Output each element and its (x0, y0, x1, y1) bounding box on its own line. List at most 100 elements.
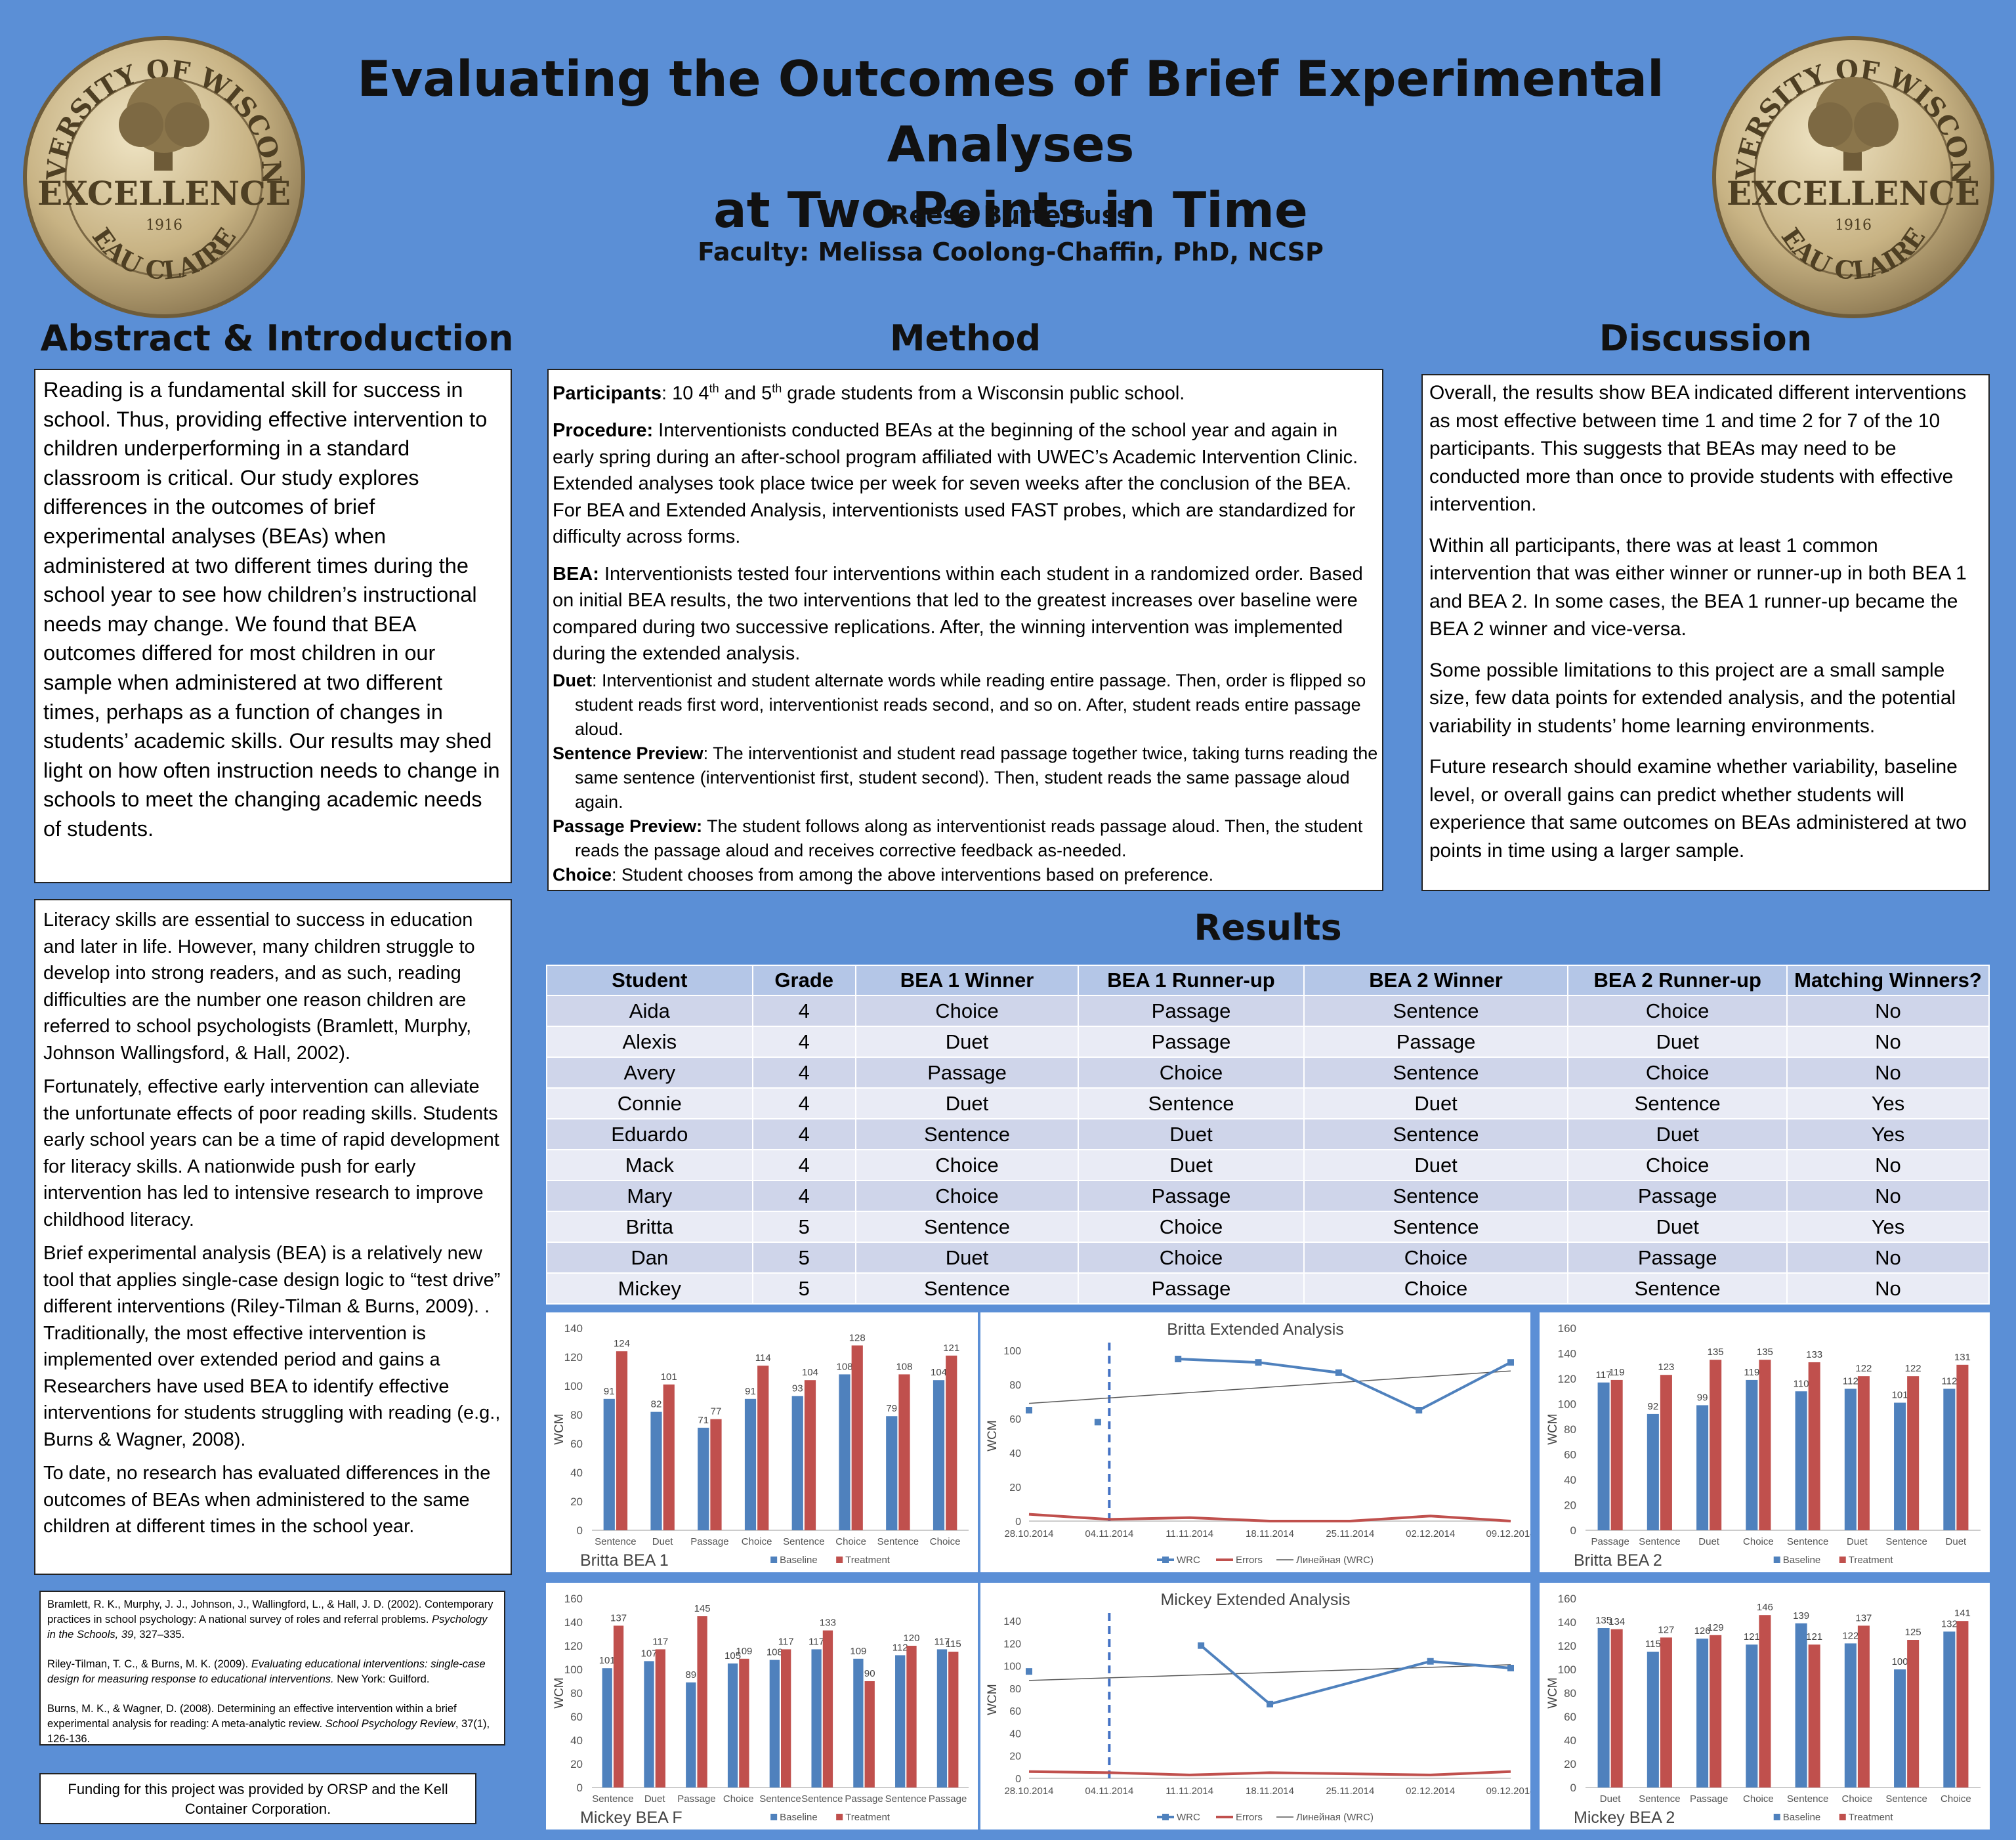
table-cell: Eduardo (546, 1118, 753, 1150)
data-label: 135 (1757, 1347, 1773, 1358)
y-tick-label: 0 (577, 1524, 583, 1537)
choice-description: Choice: Student chooses from among the a… (553, 864, 1214, 885)
y-tick-label: 0 (1015, 1516, 1021, 1528)
data-label: 92 (1648, 1401, 1659, 1412)
table-cell: Choice (1567, 1056, 1788, 1089)
y-tick-label: 40 (570, 1467, 583, 1479)
table-cell: Mickey (546, 1272, 753, 1305)
table-cell: Duet (854, 1087, 1080, 1119)
chart-svg: 0 20 40 60 80 100 120 140 WCM 91 124 Sentence 82 101 D… (553, 1322, 969, 1570)
funding-text: Funding for this project was provided by… (68, 1781, 448, 1817)
trend-line (1028, 1664, 1511, 1681)
x-tick-label: Sentence (885, 1793, 927, 1805)
y-tick-label: 60 (570, 1438, 583, 1450)
errors-line (1028, 1770, 1511, 1776)
table-cell: Sentence (1303, 1180, 1569, 1212)
baseline-bar (791, 1396, 803, 1530)
treatment-bar (1660, 1375, 1672, 1530)
baseline-bar (769, 1660, 780, 1788)
author-block: Reese Butterfuss Faculty: Melissa Coolon… (289, 197, 1732, 270)
y-tick-label: 40 (1564, 1734, 1576, 1747)
treatment-bar (946, 1355, 957, 1530)
table-row: Mickey 5 Sentence Passage Choice Sentence No (546, 1272, 1990, 1305)
trend-line (1028, 1370, 1511, 1404)
x-tick-label: Choice (1941, 1793, 1971, 1805)
treatment-bar (1808, 1362, 1820, 1530)
data-label: 122 (1855, 1363, 1872, 1374)
baseline-bar (811, 1649, 822, 1788)
treatment-bar (697, 1616, 707, 1788)
reference-item: Riley-Tilman, T. C., & Burns, M. K. (200… (47, 1658, 486, 1685)
duet-description: Duet: Interventionist and student altern… (553, 670, 1366, 739)
x-tick-label: Choice (930, 1536, 961, 1547)
britta-extended-chart: Britta Extended Analysis 0 20 40 60 80 100 WCM 2… (980, 1312, 1530, 1572)
x-tick-label: 18.11.2014 (1246, 1786, 1294, 1797)
baseline-bar (744, 1398, 757, 1530)
data-label: 79 (886, 1403, 897, 1414)
y-tick-label: 20 (1564, 1758, 1576, 1770)
x-tick-label: 25.11.2014 (1326, 1786, 1374, 1797)
y-tick-label: 20 (1009, 1751, 1021, 1763)
treatment-bar (757, 1366, 769, 1530)
university-seal-left: UNIVERSITY OF WISCONSIN EAU CLAIRE EXCEL… (20, 33, 305, 318)
table-cell: Duet (1078, 1118, 1305, 1150)
baseline-bar (1696, 1405, 1709, 1530)
wrc-point (1175, 1356, 1182, 1362)
legend-label: Baseline (1783, 1812, 1821, 1823)
y-tick-label: 60 (1564, 1711, 1576, 1723)
discussion-paragraph: Some possible limitations to this projec… (1429, 659, 1956, 737)
data-label: 93 (792, 1383, 803, 1394)
x-tick-label: Passage (690, 1536, 728, 1547)
treatment-bar (1808, 1644, 1820, 1788)
legend-swatch (770, 1557, 778, 1563)
y-axis-label: WCM (553, 1677, 566, 1708)
wrc-point (1267, 1700, 1273, 1707)
data-label: 91 (604, 1386, 615, 1397)
britta-bea1-chart: 0 20 40 60 80 100 120 140 WCM 91 124 Sentence 82 101 D… (546, 1312, 978, 1572)
y-tick-label: 0 (1570, 1524, 1576, 1537)
faculty-name: Faculty: Melissa Coolong-Chaffin, PhD, N… (698, 238, 1324, 266)
data-label: 104 (931, 1367, 947, 1378)
errors-line (1028, 1513, 1511, 1522)
data-label: 133 (820, 1618, 836, 1629)
table-cell: Duet (854, 1026, 1080, 1058)
x-tick-label: 11.11.2014 (1166, 1528, 1213, 1539)
baseline-bar (1746, 1379, 1758, 1530)
x-tick-label: 02.12.2014 (1406, 1786, 1455, 1797)
x-tick-label: 25.11.2014 (1326, 1528, 1374, 1539)
treatment-bar (1857, 1376, 1870, 1530)
y-axis-label: WCM (986, 1420, 999, 1451)
y-tick-label: 40 (1009, 1448, 1021, 1459)
x-tick-label: Sentence (1787, 1536, 1828, 1547)
table-row: Mack 4 Choice Duet Duet Choice No (546, 1149, 1990, 1181)
data-label: 101 (599, 1655, 616, 1666)
data-label: 120 (903, 1633, 919, 1644)
passage-preview-description: Passage Preview: The student follows alo… (553, 816, 1363, 860)
baseline-bar (1894, 1402, 1906, 1530)
data-label: 110 (1794, 1378, 1809, 1389)
data-label: 141 (1954, 1608, 1971, 1619)
wrc-point (1416, 1407, 1423, 1413)
britta-bea2-chart: 0 20 40 60 80 100 120 140 160 WCM 117 119 Passage 92 1… (1540, 1312, 1990, 1572)
data-label: 101 (1892, 1390, 1908, 1401)
table-cell: Passage (854, 1056, 1080, 1089)
treatment-bar (804, 1380, 816, 1530)
data-label: 123 (1658, 1362, 1674, 1373)
table-cell: Yes (1786, 1087, 1990, 1119)
data-label: 125 (1905, 1627, 1922, 1638)
table-cell: Mack (546, 1149, 753, 1181)
table-cell: Duet (1567, 1026, 1788, 1058)
table-cell: 4 (751, 1180, 856, 1212)
wrc-point (1026, 1407, 1032, 1413)
table-cell: Choice (854, 1149, 1080, 1181)
reference-item: Burns, M. K., & Wagner, D. (2008). Deter… (47, 1703, 490, 1745)
legend-label: WRC (1177, 1555, 1200, 1566)
table-cell: Passage (1078, 1272, 1305, 1305)
baseline-bar (1795, 1623, 1807, 1788)
treatment-bar (948, 1652, 959, 1788)
table-cell: Passage (1567, 1242, 1788, 1274)
chart-title: Mickey BEA F (580, 1809, 682, 1827)
table-cell: Alexis (546, 1026, 753, 1058)
data-label: 121 (943, 1343, 959, 1354)
